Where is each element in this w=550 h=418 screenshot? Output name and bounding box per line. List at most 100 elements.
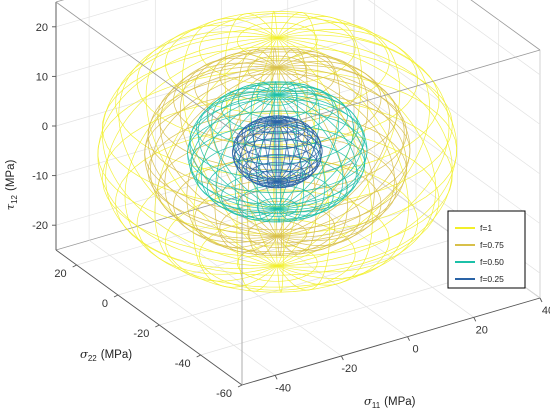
- surface-meridian: [187, 94, 278, 210]
- surface-meridian: [277, 51, 341, 237]
- surface-f-0-75: [144, 47, 411, 257]
- surface-meridian: [102, 36, 278, 267]
- surface-meridian: [277, 67, 375, 246]
- x-tick-label: 0: [412, 344, 418, 356]
- z-tick-label: 10: [36, 71, 48, 83]
- surface-meridian: [277, 37, 409, 279]
- z-tick-label: 0: [42, 121, 48, 133]
- surface-meridian: [200, 94, 278, 214]
- surface-meridian: [255, 121, 278, 188]
- surface-meridian: [277, 34, 450, 267]
- surface-meridian: [145, 24, 278, 267]
- y-tick-label: 0: [102, 298, 108, 310]
- surface-meridian: [277, 121, 302, 187]
- surface-meridian: [277, 90, 354, 210]
- z-tick-label: -10: [32, 171, 48, 183]
- surface-meridian: [277, 93, 364, 210]
- surface-meridian: [277, 65, 405, 237]
- surface-meridian: [277, 37, 453, 268]
- surface-ring: [144, 90, 411, 213]
- y-tick-label: -20: [133, 328, 149, 340]
- axes-front-edges: [52, 1, 543, 388]
- surface-meridian: [214, 67, 278, 253]
- z-tick-label: 20: [36, 22, 48, 34]
- surface-meridian: [277, 67, 407, 238]
- surfaces: [97, 10, 458, 293]
- surface-meridian: [277, 121, 322, 183]
- surface-meridian: [232, 121, 278, 182]
- legend: f=1 f=0.75 f=0.50 f=0.25: [447, 210, 526, 289]
- surface-meridian: [277, 60, 391, 237]
- surface-f-0-50: [187, 81, 368, 223]
- surface-meridian: [276, 122, 280, 189]
- surface-meridian: [237, 120, 278, 182]
- surface-ring: [232, 130, 323, 173]
- surface-meridian: [277, 94, 366, 210]
- surface-meridian: [97, 37, 278, 267]
- x-tick-label: -40: [275, 382, 291, 394]
- surface-meridian: [277, 29, 430, 267]
- surface-meridian: [154, 37, 278, 282]
- surface-meridian: [277, 37, 458, 267]
- y-tick-label: -40: [175, 358, 191, 370]
- surface-meridian: [150, 67, 278, 239]
- surface-meridian: [179, 57, 278, 237]
- surface-meridian: [276, 94, 304, 222]
- surface-meridian: [236, 37, 278, 292]
- y-tick-label: 20: [54, 268, 66, 280]
- surface-meridian: [191, 94, 278, 211]
- surface-meridian: [277, 94, 357, 213]
- surface-meridian: [229, 84, 278, 210]
- surface-meridian: [253, 117, 278, 182]
- y-axis-label: σ22 (MPa): [80, 347, 132, 363]
- surface-meridian: [277, 67, 395, 241]
- surface-meridian: [277, 121, 323, 182]
- surface-meridian: [189, 93, 278, 210]
- surface-meridian: [272, 47, 278, 237]
- surface-meridian: [266, 121, 278, 189]
- surface-meridian: [276, 12, 319, 267]
- surface-meridian: [277, 94, 368, 210]
- y-tick-label: -60: [216, 388, 232, 400]
- surface-meridian: [276, 67, 317, 255]
- surface-meridian: [277, 116, 299, 182]
- surface-f-1: [97, 10, 458, 293]
- tick-labels: -40 -20 0 20 40 20 0 -20 -40 -60 20 10 0 -10 -20: [32, 22, 550, 400]
- legend-entry-label: f=0.75: [480, 240, 504, 250]
- surface-meridian: [277, 121, 318, 184]
- legend-entry-label: f=0.25: [480, 274, 504, 284]
- x-axis-label: σ11 (MPa): [364, 394, 416, 410]
- surface-meridian: [277, 121, 311, 185]
- x-tick-label: 40: [542, 305, 550, 317]
- surface-meridian: [263, 115, 278, 182]
- grid: [55, 0, 541, 386]
- surface-meridian: [159, 62, 278, 237]
- surface-meridian: [164, 67, 278, 243]
- legend-entry-label: f=1: [480, 223, 492, 233]
- surface-meridian: [276, 121, 291, 188]
- surface-meridian: [197, 91, 278, 210]
- surface-meridian: [147, 66, 278, 237]
- surface-meridian: [276, 67, 283, 257]
- surface-meridian: [238, 49, 278, 237]
- surface-meridian: [275, 115, 278, 182]
- x-tick-label: 20: [476, 324, 488, 336]
- x-tick-label: -20: [341, 363, 357, 375]
- surface-meridian: [277, 86, 339, 210]
- surface-meridian: [124, 37, 278, 275]
- z-axis-label: τ12(MPa): [3, 160, 19, 211]
- legend-entry-label: f=0.50: [480, 257, 504, 267]
- surface-meridian: [277, 67, 411, 237]
- surface-meridian: [233, 121, 278, 182]
- z-tick-label: -20: [32, 220, 48, 232]
- surface-f-0-25: [232, 115, 323, 189]
- legend-box: [447, 210, 526, 289]
- surface-meridian: [105, 37, 278, 269]
- surface-meridian: [234, 121, 278, 183]
- surface-meridian: [244, 118, 278, 182]
- surface-meridian: [277, 121, 321, 182]
- surface-meridian: [238, 121, 278, 184]
- surface-meridian: [277, 67, 348, 251]
- surface-meridian: [215, 94, 278, 217]
